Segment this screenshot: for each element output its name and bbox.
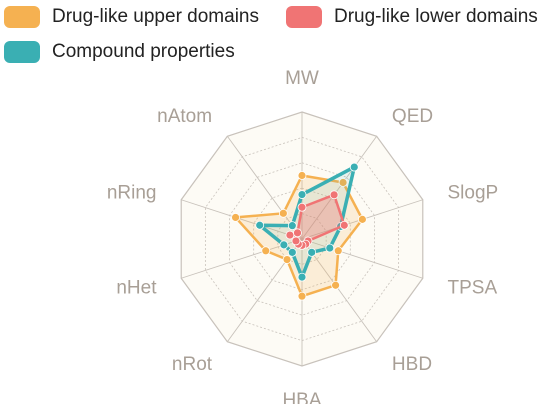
axis-label-nhet: nHet <box>116 277 157 298</box>
radar-point[interactable] <box>307 247 317 257</box>
axis-label-qed: QED <box>392 106 433 127</box>
radar-point[interactable] <box>291 236 301 246</box>
axis-label-nring: nRing <box>107 183 157 204</box>
radar-point[interactable] <box>282 255 292 264</box>
axis-label-mw: MW <box>285 68 319 89</box>
radar-axis-labels: MW QED SlogP TPSA HBD HBA nRot nHet nRing nAtom <box>107 68 498 404</box>
radar-point[interactable] <box>329 190 339 200</box>
legend-swatch-compound <box>4 41 40 63</box>
radar-point[interactable] <box>297 190 307 199</box>
radar-point[interactable] <box>297 291 307 301</box>
legend-swatch-upper <box>4 6 40 28</box>
radar-point[interactable] <box>255 220 265 230</box>
radar-point[interactable] <box>297 272 307 282</box>
radar-axis-line <box>301 238 423 279</box>
legend-label-compound: Compound properties <box>52 41 235 62</box>
axis-label-nrot: nRot <box>172 354 213 375</box>
axis-label-tpsa: TPSA <box>448 277 498 298</box>
radar-point[interactable] <box>285 230 295 240</box>
radar-point[interactable] <box>349 162 359 172</box>
radar-point[interactable] <box>279 240 289 250</box>
axis-label-slogp: SlogP <box>448 183 499 204</box>
axis-label-natom: nAtom <box>157 106 212 127</box>
legend-label-upper: Drug-like upper domains <box>52 6 259 27</box>
radar-point[interactable] <box>357 214 367 224</box>
radar-point[interactable] <box>339 220 349 230</box>
radar-point[interactable] <box>331 280 340 290</box>
radar-axis-line <box>181 199 303 240</box>
radar-point[interactable] <box>287 221 297 231</box>
legend-label-lower: Drug-like lower domains <box>334 6 538 27</box>
legend-item-drug-like-upper[interactable]: Drug-like upper domains <box>4 2 259 32</box>
radar-axis-line <box>301 135 378 240</box>
radar-point[interactable] <box>278 208 288 218</box>
radar-axis-line <box>226 135 303 240</box>
radar-grid-ring <box>229 162 375 316</box>
axis-label-hba: HBA <box>282 390 321 404</box>
chart-legend: Drug-like upper domains Drug-like lower … <box>0 0 550 70</box>
radar-axis-line <box>301 238 378 343</box>
legend-swatch-lower <box>286 6 322 28</box>
radar-point[interactable] <box>293 228 302 238</box>
legend-item-compound-properties[interactable]: Compound properties <box>4 37 235 67</box>
radar-point[interactable] <box>325 243 335 253</box>
axis-label-hbd: HBD <box>392 354 432 375</box>
radar-series-layer <box>231 162 367 301</box>
radar-point[interactable] <box>333 246 343 256</box>
radar-point[interactable] <box>297 202 307 212</box>
legend-item-drug-like-lower[interactable]: Drug-like lower domains <box>286 2 538 32</box>
radar-point[interactable] <box>287 247 297 257</box>
radar-point[interactable] <box>261 246 271 256</box>
radar-point[interactable] <box>338 178 348 187</box>
radar-point[interactable] <box>231 213 240 222</box>
radar-series-1 <box>285 190 349 250</box>
radar-point[interactable] <box>297 171 307 180</box>
